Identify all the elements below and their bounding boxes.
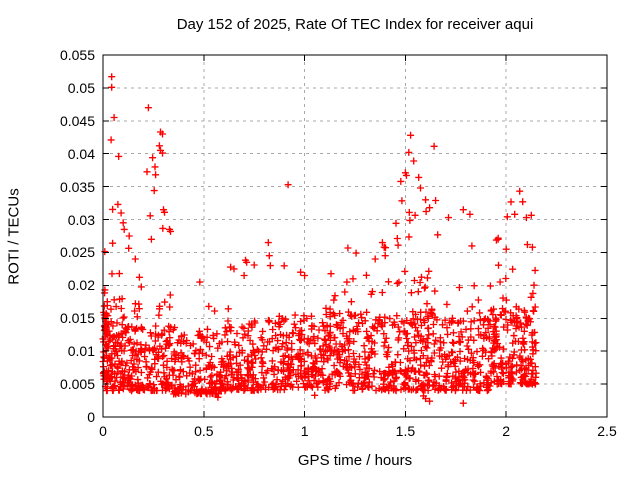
x-axis-title: GPS time / hours [297,452,413,469]
y-tick-label: 0.03 [67,211,95,228]
y-tick-label: 0.035 [59,178,95,195]
chart-title: Day 152 of 2025, Rate Of TEC Index for r… [176,16,534,33]
plot-border [102,54,608,418]
y-tick-label: 0.04 [67,145,95,162]
x-tick-label: 0.5 [194,423,214,439]
x-tick-label: 2.5 [597,423,617,439]
x-tick-label: 0 [99,423,107,439]
y-tick-label: 0.01 [67,343,95,360]
scatter-points [99,73,540,407]
x-tick-label: 1.5 [395,423,416,439]
x-tick-label: 2 [502,423,511,439]
y-tick-label: 0.05 [67,79,95,96]
y-tick-label: 0.025 [59,244,95,261]
y-tick-label: 0.005 [59,376,95,393]
y-tick-label: 0.02 [67,277,95,294]
y-tick-label: 0 [87,409,95,425]
y-tick-label: 0.055 [59,47,95,63]
x-tick-label: 1 [300,423,309,439]
y-tick-label: 0.015 [59,310,95,327]
axis-ticks [102,54,608,418]
y-tick-label: 0.045 [59,112,95,129]
